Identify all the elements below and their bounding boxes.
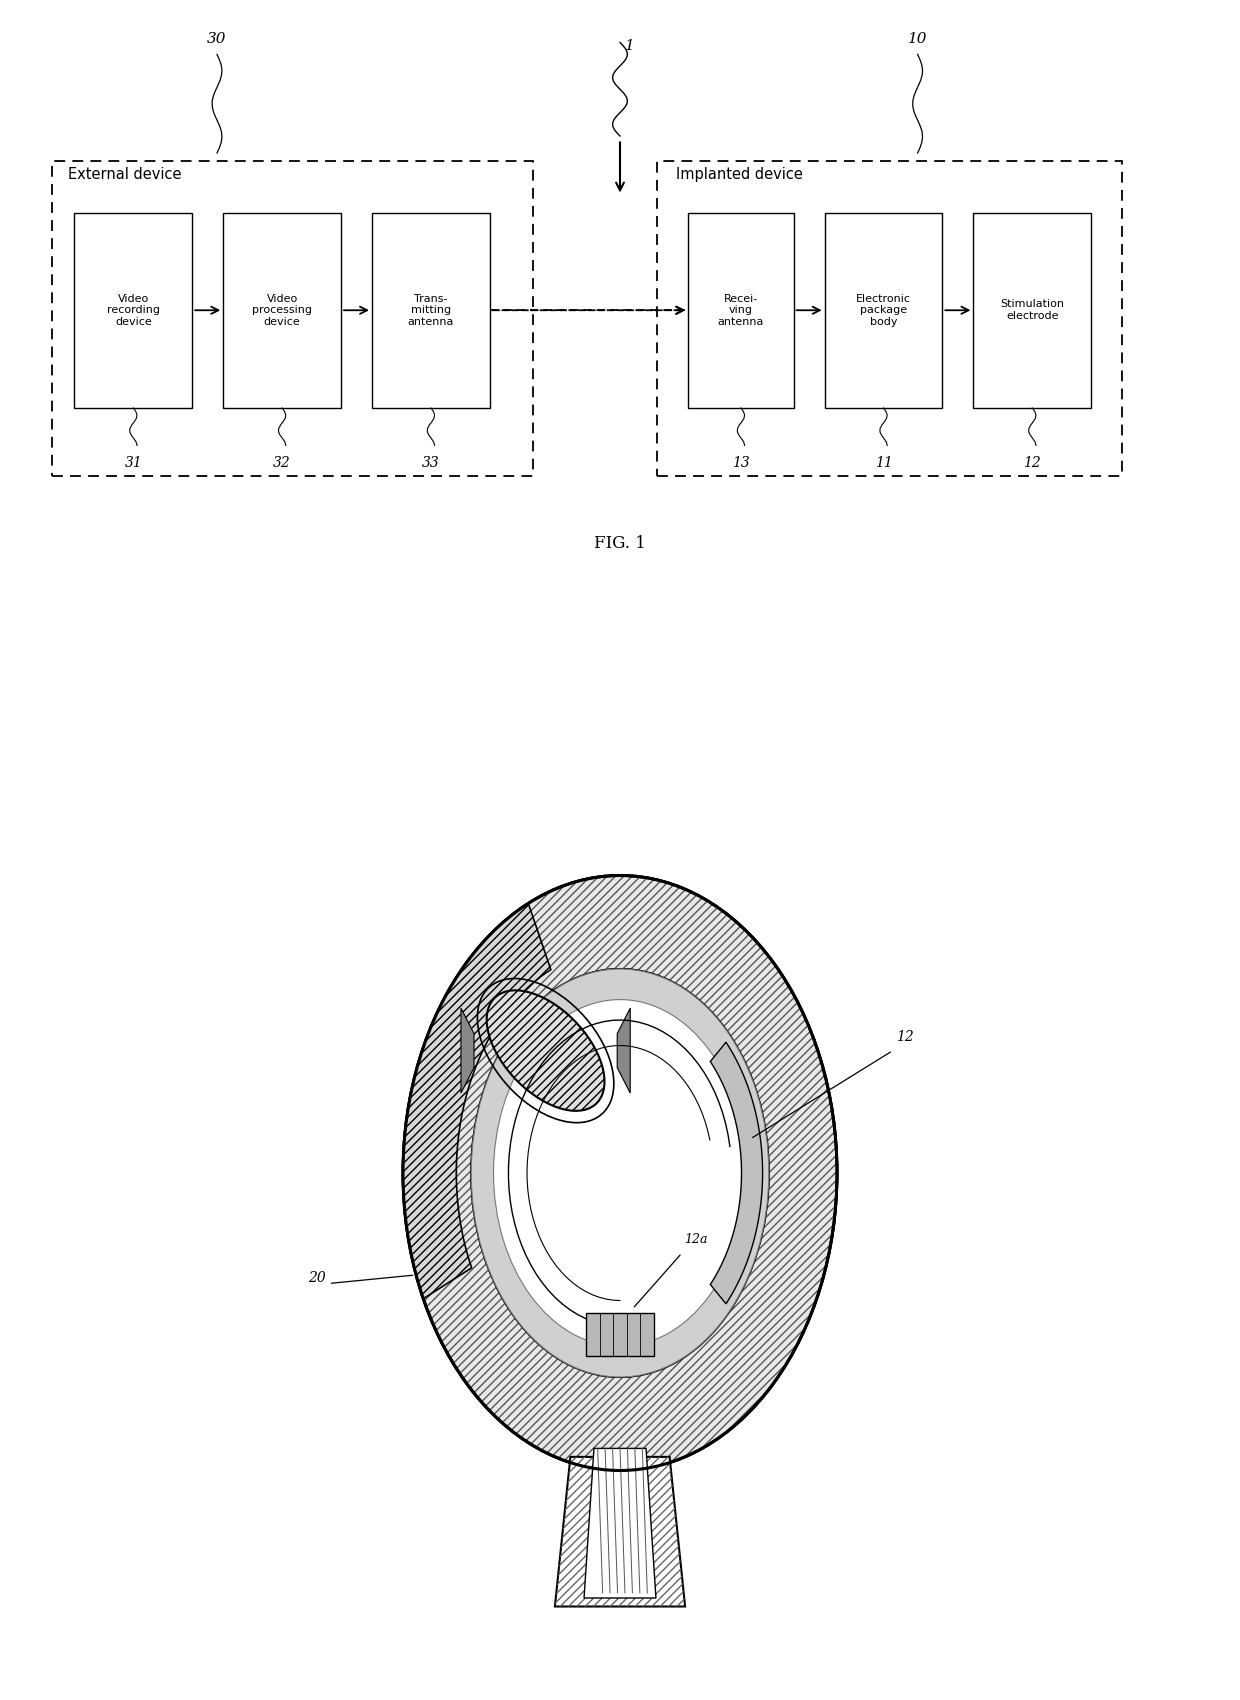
Text: 12a: 12a xyxy=(684,1232,708,1246)
Bar xyxy=(74,212,192,408)
Text: 10: 10 xyxy=(908,32,928,46)
Text: Video
processing
device: Video processing device xyxy=(252,294,312,326)
Bar xyxy=(973,212,1091,408)
Text: Recei-
ving
antenna: Recei- ving antenna xyxy=(718,294,764,326)
Text: 20: 20 xyxy=(309,1272,326,1285)
Ellipse shape xyxy=(487,991,604,1110)
Text: 11: 11 xyxy=(874,456,893,469)
Text: Electronic
package
body: Electronic package body xyxy=(856,294,911,326)
Text: 33: 33 xyxy=(422,456,440,469)
Text: External device: External device xyxy=(68,167,182,182)
Polygon shape xyxy=(618,1008,630,1093)
Wedge shape xyxy=(471,969,769,1377)
Text: 32: 32 xyxy=(273,456,291,469)
Bar xyxy=(223,212,341,408)
Text: FIG. 1: FIG. 1 xyxy=(594,536,646,552)
Bar xyxy=(688,212,794,408)
Text: Stimulation
electrode: Stimulation electrode xyxy=(1001,299,1064,321)
Polygon shape xyxy=(711,1042,763,1304)
Circle shape xyxy=(477,977,763,1368)
Wedge shape xyxy=(403,876,837,1470)
Text: Implanted device: Implanted device xyxy=(676,167,802,182)
Bar xyxy=(52,162,533,476)
Polygon shape xyxy=(403,903,551,1299)
Text: Trans-
mitting
antenna: Trans- mitting antenna xyxy=(408,294,454,326)
Text: 1: 1 xyxy=(625,39,635,53)
Bar xyxy=(585,1312,655,1357)
Text: 12: 12 xyxy=(897,1030,914,1044)
Bar xyxy=(825,212,942,408)
Text: 30: 30 xyxy=(207,32,227,46)
Text: 12: 12 xyxy=(1023,456,1042,469)
Text: 31: 31 xyxy=(124,456,143,469)
Polygon shape xyxy=(584,1448,656,1598)
Polygon shape xyxy=(556,1457,684,1606)
Bar xyxy=(372,212,490,408)
Text: 13: 13 xyxy=(732,456,750,469)
Bar xyxy=(657,162,1122,476)
Polygon shape xyxy=(461,1008,474,1093)
Text: FIG. 2: FIG. 2 xyxy=(594,1586,646,1603)
Text: Video
recording
device: Video recording device xyxy=(107,294,160,326)
Circle shape xyxy=(403,876,837,1470)
